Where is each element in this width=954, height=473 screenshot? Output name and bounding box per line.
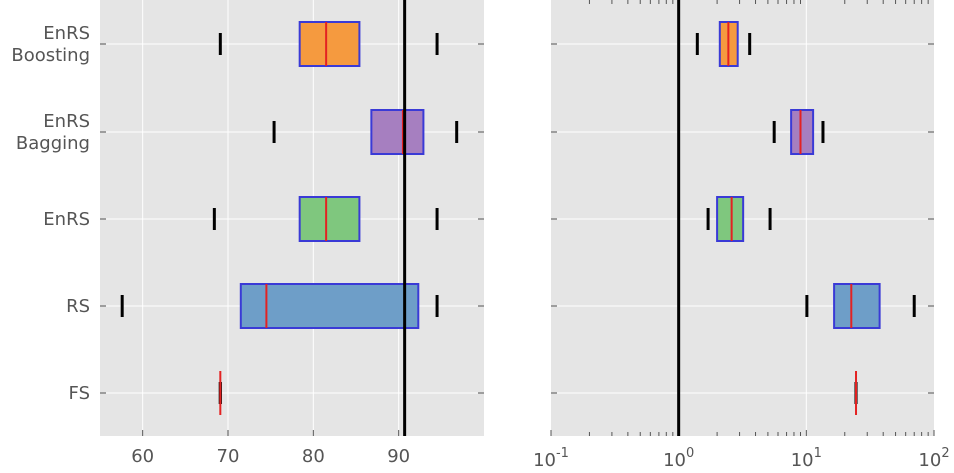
y-tick-label: EnRS xyxy=(43,209,90,230)
right-panel-log-scale: 10-1 100 101 102 xyxy=(533,0,950,471)
iqr-box xyxy=(716,196,745,242)
iqr-box xyxy=(790,109,815,155)
y-tick-label: EnRS Boosting xyxy=(11,23,90,66)
y-tick-label: EnRS Bagging xyxy=(16,111,90,154)
x-tick-label: 101 xyxy=(791,446,822,471)
box-enrs-bagging xyxy=(772,109,825,155)
plot-background xyxy=(100,0,484,436)
x-tick-label: 70 xyxy=(217,446,240,467)
box-enrs-boosting xyxy=(218,21,439,67)
iqr-box xyxy=(239,283,420,329)
x-tick-label: 102 xyxy=(918,446,949,471)
iqr-box xyxy=(298,196,361,242)
iqr-box xyxy=(298,21,361,67)
box-enrs-boosting xyxy=(695,21,752,67)
y-tick-label: RS xyxy=(66,296,90,317)
y-tick-label: FS xyxy=(69,383,90,404)
iqr-box xyxy=(370,109,425,155)
x-tick-label: 90 xyxy=(387,446,410,467)
x-tick-label: 100 xyxy=(663,446,694,471)
box-rs xyxy=(805,283,916,329)
iqr-box xyxy=(833,283,881,329)
x-tick-label: 60 xyxy=(131,446,154,467)
box-enrs xyxy=(706,196,772,242)
box-rs xyxy=(120,283,439,329)
x-tick-label: 80 xyxy=(302,446,325,467)
x-tick-label: 10-1 xyxy=(533,446,569,471)
left-panel-accuracy: 60 70 80 90 EnRS Boosting EnRS Bagging EnRS RS FS xyxy=(11,0,484,467)
box-enrs-bagging xyxy=(272,109,459,155)
box-enrs xyxy=(212,196,439,242)
